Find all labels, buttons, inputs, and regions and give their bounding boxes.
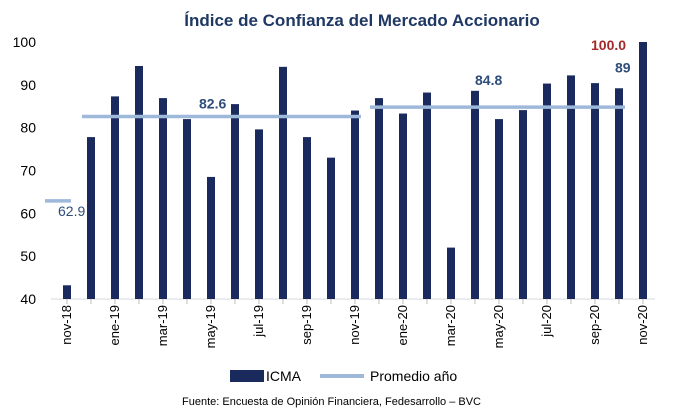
bar (495, 119, 503, 299)
bar (135, 65, 143, 299)
y-tick-label: 80 (20, 120, 36, 136)
y-tick-label: 70 (20, 163, 36, 179)
y-tick-label: 90 (20, 77, 36, 93)
y-axis: 40 50 60 70 80 90 100 (13, 34, 37, 307)
bar (351, 110, 359, 300)
data-annotation: 89 (615, 59, 631, 75)
bar (447, 247, 455, 299)
data-annotation: 62.9 (58, 203, 85, 219)
x-tick-label: ene-20 (395, 305, 410, 345)
bar (255, 129, 263, 299)
bar (231, 104, 239, 299)
bar (327, 157, 335, 299)
bar (399, 113, 407, 299)
y-tick-label: 100 (13, 34, 37, 50)
data-annotation: 84.8 (475, 72, 502, 88)
bar (423, 92, 431, 299)
legend-label-promedio: Promedio año (370, 368, 457, 384)
legend-swatch-icma (230, 370, 264, 382)
x-tick-label: sep-19 (299, 305, 314, 345)
bar (303, 137, 311, 299)
bar (543, 83, 551, 299)
bar (567, 75, 575, 299)
x-tick-label: ene-19 (107, 305, 122, 345)
bar (87, 137, 95, 299)
bar (159, 98, 167, 299)
bar (279, 66, 287, 300)
bar (615, 88, 623, 299)
average-line-series (45, 105, 625, 203)
data-annotation: 100.0 (591, 37, 626, 53)
x-axis: nov-18 ene-19 mar-19 may-19 jul-19 sep-19 nov-… (51, 298, 655, 348)
x-tick-label: mar-20 (443, 305, 458, 346)
source-note: Fuente: Encuesta de Opinión Financiera, … (182, 396, 481, 408)
x-tick-label: sep-20 (587, 305, 602, 345)
bar (183, 119, 191, 299)
bar (207, 176, 215, 299)
bar (591, 83, 599, 300)
chart-title: Índice de Confianza del Mercado Accionar… (184, 11, 540, 30)
legend: ICMA Promedio año (230, 368, 457, 384)
x-tick-label: mar-19 (155, 305, 170, 346)
x-tick-label: may-19 (203, 305, 218, 348)
annotations: 62.9 82.6 84.8 89 100.0 (58, 37, 631, 219)
bar (639, 42, 647, 299)
data-annotation: 82.6 (199, 96, 226, 112)
x-tick-label: jul-19 (251, 305, 266, 338)
bar (111, 96, 119, 299)
bar (375, 98, 383, 299)
x-tick-label: nov-20 (635, 305, 650, 345)
bar (471, 90, 479, 299)
x-tick-label: nov-19 (347, 305, 362, 345)
y-tick-label: 60 (20, 205, 36, 221)
y-tick-label: 50 (20, 248, 36, 264)
y-tick-label: 40 (20, 291, 36, 307)
x-tick-label: may-20 (491, 305, 506, 348)
legend-label-icma: ICMA (266, 368, 302, 384)
bar-series (63, 42, 647, 300)
bar (519, 110, 527, 299)
x-tick-label: jul-20 (539, 305, 554, 338)
x-tick-label: nov-18 (59, 305, 74, 345)
bar (63, 285, 71, 299)
